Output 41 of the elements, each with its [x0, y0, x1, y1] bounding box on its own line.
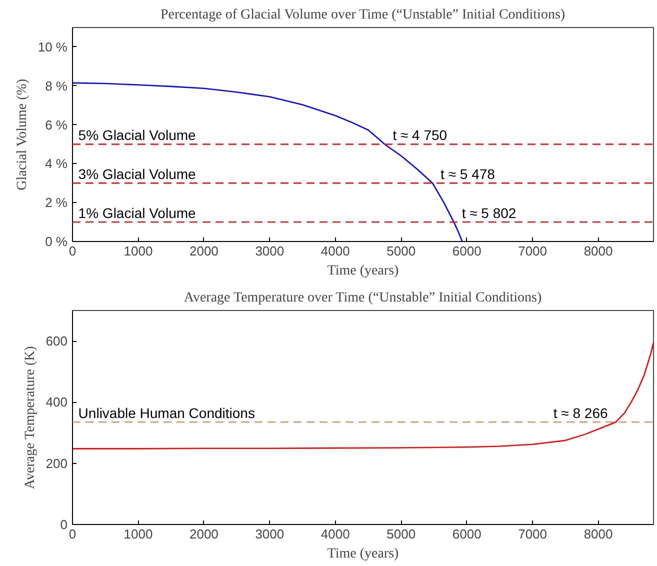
x-tick-label: 5000	[386, 526, 416, 542]
ref-line-label: 5% Glacial Volume	[78, 127, 196, 144]
x-tick-label: 8000	[584, 526, 613, 542]
x-axis-title: Time (years)	[327, 264, 400, 278]
annotation: t ≈ 4 750	[392, 127, 448, 144]
x-tick-label: 4000	[320, 526, 350, 542]
x-tick-label: 3000	[255, 526, 284, 542]
chart-title: Percentage of Glacial Volume over Time (“Unstable” Initial Conditions)	[160, 8, 566, 22]
x-tick-label: 4000	[320, 244, 350, 258]
x-tick-label: 6000	[452, 244, 482, 258]
y-tick-label: 600	[46, 334, 68, 349]
y-tick-label: 400	[46, 394, 68, 410]
x-tick-label: 8000	[584, 244, 613, 258]
y-tick-label: 8 %	[45, 78, 68, 94]
ref-line-label: 1% Glacial Volume	[78, 205, 196, 222]
x-tick-label: 7000	[518, 244, 548, 258]
y-tick-label: 2 %	[45, 195, 68, 210]
y-axis-title: Glacial Volume (%)	[14, 78, 30, 190]
chart-title: Average Temperature over Time (“Unstable” Initial Conditions)	[184, 290, 542, 306]
ref-line-label: Unlivable Human Conditions	[78, 405, 255, 422]
annotation: t ≈ 5 478	[440, 166, 496, 182]
x-tick-label: 2000	[189, 244, 218, 258]
ref-line-label: 3% Glacial Volume	[78, 166, 196, 182]
x-tick-label: 1000	[124, 526, 153, 542]
line-series	[72, 342, 654, 450]
y-tick-label: 10 %	[38, 39, 68, 54]
annotation: t ≈ 5 802	[462, 205, 516, 222]
x-tick-label: 1000	[124, 244, 153, 258]
annotation: t ≈ 8 266	[553, 405, 608, 422]
y-axis-title: Average Temperature (K)	[22, 346, 38, 490]
x-tick-label: 5000	[386, 244, 416, 258]
x-axis-title: Time (years)	[327, 546, 400, 562]
y-tick-label: 4 %	[45, 156, 68, 172]
x-tick-label: 3000	[255, 244, 284, 258]
y-tick-label: 0	[60, 517, 68, 532]
y-tick-label: 6 %	[45, 117, 68, 132]
x-tick-label: 6000	[452, 526, 482, 542]
y-tick-label: 0 %	[45, 234, 68, 249]
x-tick-label: 7000	[518, 526, 548, 542]
x-tick-label: 2000	[189, 526, 218, 542]
y-tick-label: 200	[46, 456, 68, 471]
